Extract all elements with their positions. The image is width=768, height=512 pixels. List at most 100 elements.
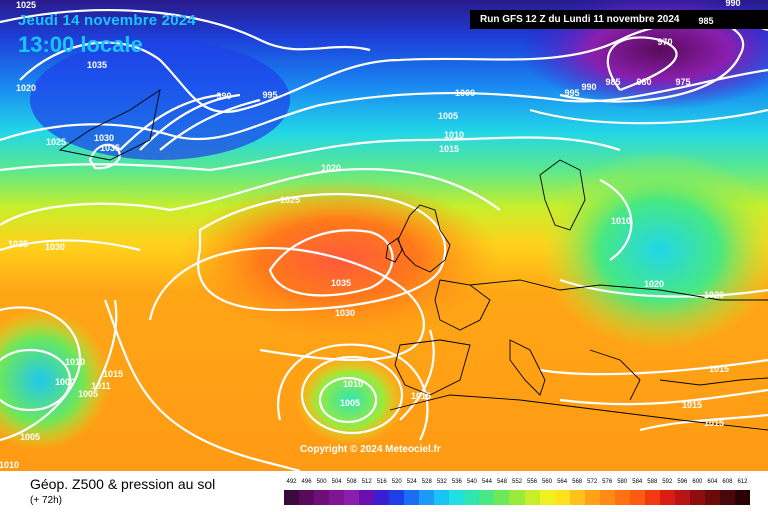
color-scale-swatch [719, 490, 735, 505]
color-scale-label: 600 [692, 479, 703, 485]
color-scale-label: 588 [647, 479, 658, 485]
isobar-label: 1015 [708, 364, 730, 374]
isobar-label: 990 [581, 82, 597, 92]
color-scale-label: 612 [737, 479, 748, 485]
isobar-1005 [318, 376, 378, 424]
color-scale-label: 544 [481, 479, 492, 485]
isobar-label: 1035 [99, 143, 121, 153]
color-scale-swatch [539, 490, 555, 505]
isobar [559, 278, 768, 298]
isobar [639, 413, 768, 432]
balkans [589, 349, 641, 401]
isobar [539, 358, 768, 376]
copyright-notice: Copyright © 2024 Meteociel.fr [300, 444, 441, 455]
isobar-label: 990 [725, 0, 741, 8]
isobar [599, 179, 633, 261]
color-scale-label: 584 [632, 479, 643, 485]
isobar [103, 299, 301, 471]
isobar-label: 1010 [443, 130, 465, 140]
isobar-label: 1025 [15, 0, 37, 10]
color-scale-label: 608 [722, 479, 733, 485]
isobar [559, 388, 768, 406]
color-scale: 492 496 500 504 508 512 516 520 524 528 532 536 540 5… [284, 479, 750, 505]
isobar [0, 9, 371, 52]
color-scale-swatch [554, 490, 570, 505]
isobar-label: 1020 [320, 163, 342, 173]
isobar-label: 995 [564, 88, 580, 98]
isobar-label: 1015 [438, 144, 460, 154]
iberia [394, 339, 471, 396]
isobar-label: 1000 [54, 377, 76, 387]
color-scale-label: 556 [527, 479, 538, 485]
color-scale-label: 596 [677, 479, 688, 485]
color-scale-label: 508 [346, 479, 357, 485]
color-scale-swatch [614, 490, 630, 505]
color-scale-label: 548 [496, 479, 507, 485]
color-scale-label: 604 [707, 479, 718, 485]
color-scale-swatch [689, 490, 705, 505]
isobars [0, 9, 768, 471]
british-isles [397, 204, 451, 273]
isobar [148, 246, 425, 362]
isobar-label: 1010 [64, 357, 86, 367]
forecast-local-time: 13:00 locale [18, 32, 143, 57]
isobar-label: 1020 [643, 279, 665, 289]
color-scale-swatch [389, 490, 405, 505]
color-scale-label: 552 [511, 479, 523, 485]
isobar-label: 1030 [44, 242, 66, 252]
isobar-label: 1011 [91, 381, 111, 391]
color-scale-swatch [479, 490, 495, 505]
isobar-label: 1005 [19, 432, 41, 442]
isobar-label: 1005 [437, 111, 459, 121]
isobar [0, 68, 768, 142]
color-scale-swatch [509, 490, 525, 505]
isobar-label: 1020 [703, 290, 725, 300]
color-scale-swatch [734, 490, 750, 505]
isobar-1035 [268, 229, 394, 297]
isobar-label: 1015 [102, 369, 124, 379]
color-scale-swatch [464, 490, 480, 505]
color-scale-swatch [344, 490, 360, 505]
color-scale-swatch [524, 490, 540, 505]
isobar-label: 1030 [93, 133, 115, 143]
isobar-label: 1015 [703, 418, 725, 428]
isobar [0, 306, 82, 442]
isobar-label: 1015 [681, 400, 703, 410]
color-scale-label: 560 [542, 479, 553, 485]
color-scale-label: 520 [391, 479, 402, 485]
isobar [119, 93, 221, 151]
north-africa-coast [389, 394, 768, 431]
isobar-label: 1010 [610, 216, 632, 226]
color-scale-label: 576 [602, 479, 613, 485]
isobar-label: 975 [675, 77, 691, 87]
color-scale-swatch [599, 490, 615, 505]
low-pressure-west [0, 310, 110, 450]
color-scale-swatch [584, 490, 600, 505]
color-scale-label: 512 [361, 479, 372, 485]
isobar [139, 93, 241, 151]
color-scale-label: 540 [466, 479, 477, 485]
color-scale-label: 592 [662, 479, 673, 485]
isobar [0, 167, 501, 226]
map-canvas [0, 0, 768, 471]
color-scale-swatch [404, 490, 420, 505]
color-scale-swatch [419, 490, 435, 505]
color-scale-swatch [629, 490, 645, 505]
isobar [0, 239, 141, 252]
color-scale-label: 572 [587, 479, 598, 485]
forecast-date: Jeudi 14 novembre 2024 [18, 12, 196, 29]
color-scale-swatch [704, 490, 720, 505]
color-scale-swatch [569, 490, 585, 505]
isobar [159, 98, 261, 151]
isobar-label: 1030 [334, 308, 356, 318]
isobar [197, 192, 447, 312]
weather-map: Jeudi 14 novembre 2024 13:00 locale Run … [0, 0, 768, 471]
color-scale-swatch [494, 490, 510, 505]
isobar-label: 1025 [45, 137, 67, 147]
dark-blue-region [30, 40, 290, 160]
color-scale-swatch [674, 490, 690, 505]
isobar-label: 985 [605, 77, 621, 87]
color-scale-swatch [314, 490, 330, 505]
isobar-1010 [300, 355, 404, 435]
forecast-lead-time: (+ 72h) [30, 495, 62, 506]
